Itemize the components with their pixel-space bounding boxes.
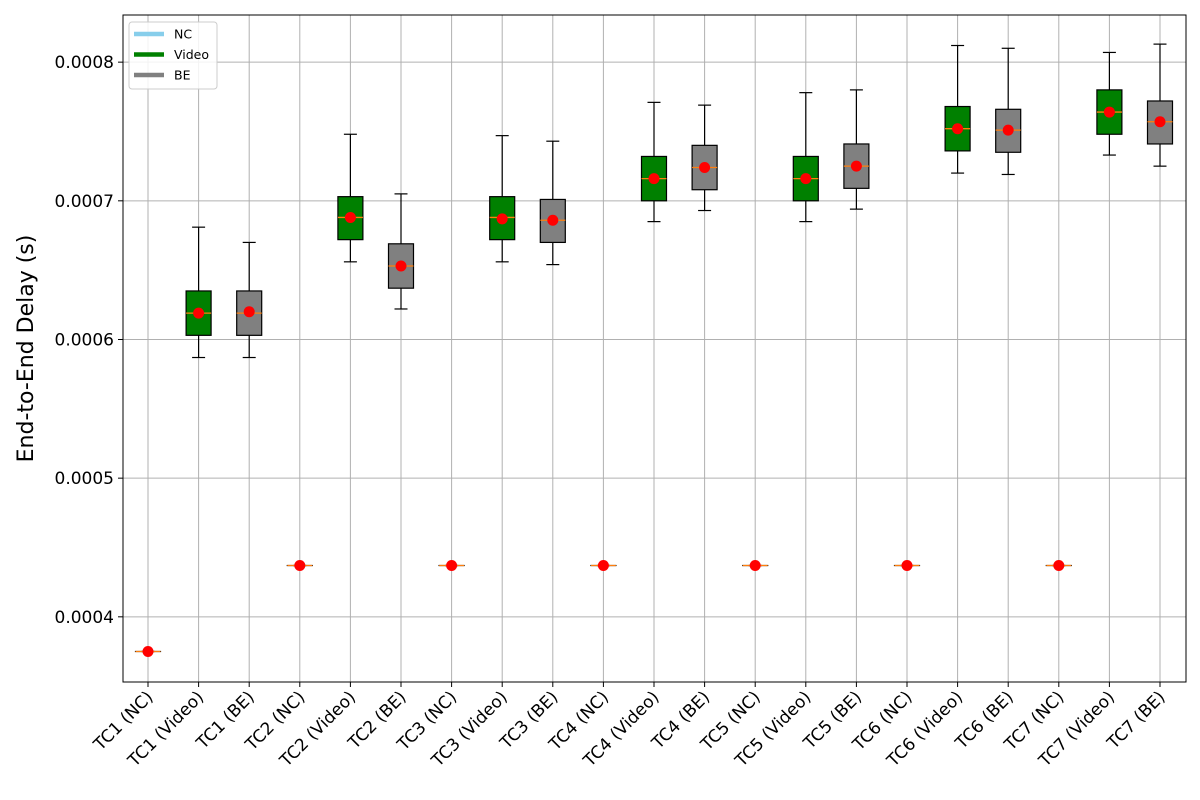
- box-group: [489, 135, 516, 263]
- mean-marker: [1154, 116, 1166, 128]
- mean-marker: [547, 214, 559, 226]
- mean-marker: [749, 560, 761, 572]
- box-series: [134, 43, 1174, 657]
- mean-marker: [142, 645, 154, 657]
- mean-marker: [901, 560, 913, 572]
- mean-marker: [1002, 124, 1014, 136]
- box-group: [387, 193, 415, 310]
- y-tick-label: 0.0008: [55, 53, 114, 73]
- legend: NC Video BE: [128, 21, 218, 90]
- mean-marker: [294, 560, 306, 572]
- legend-label: BE: [174, 68, 191, 83]
- y-axis-ticks: 0.0004 0.0005 0.0006 0.0007 0.0008: [55, 53, 123, 628]
- mean-marker: [193, 307, 205, 319]
- box-group: [843, 89, 870, 210]
- legend-items: NC Video BE: [134, 27, 209, 83]
- box-group: [337, 133, 364, 263]
- box-group: [792, 92, 819, 223]
- box-group: [185, 226, 212, 359]
- legend-frame: [128, 21, 218, 90]
- y-tick-label: 0.0006: [55, 330, 114, 350]
- mean-marker: [952, 123, 964, 135]
- box-group: [286, 560, 313, 572]
- mean-marker: [850, 160, 862, 172]
- mean-marker: [496, 213, 508, 225]
- mean-marker: [243, 306, 255, 318]
- mean-marker: [648, 173, 660, 185]
- legend-label: NC: [174, 27, 192, 42]
- mean-marker: [699, 162, 711, 174]
- mean-marker: [800, 173, 812, 185]
- mean-marker: [1103, 106, 1115, 118]
- mean-marker: [597, 560, 609, 572]
- box-group: [1045, 560, 1072, 572]
- box-group: [893, 560, 921, 572]
- legend-label: Video: [174, 47, 209, 62]
- box-group: [944, 44, 971, 174]
- mean-marker: [395, 260, 407, 272]
- box-group: [590, 560, 617, 572]
- grid-lines: [123, 15, 1186, 682]
- box-group: [995, 47, 1022, 176]
- box-group: [236, 241, 263, 359]
- y-tick-label: 0.0004: [55, 608, 114, 628]
- y-tick-label: 0.0007: [55, 192, 114, 212]
- mean-marker: [1053, 560, 1065, 572]
- box-group: [539, 140, 566, 266]
- box-group: [691, 104, 718, 212]
- box-group: [134, 645, 162, 657]
- box-group: [1096, 51, 1123, 156]
- box-group: [438, 560, 465, 572]
- y-axis-label: End-to-End Delay (s): [14, 235, 39, 463]
- box-group: [640, 101, 668, 223]
- box-group: [742, 560, 769, 572]
- y-tick-label: 0.0005: [55, 469, 114, 489]
- box-group: [1146, 43, 1174, 167]
- mean-marker: [344, 211, 356, 223]
- mean-marker: [446, 560, 458, 572]
